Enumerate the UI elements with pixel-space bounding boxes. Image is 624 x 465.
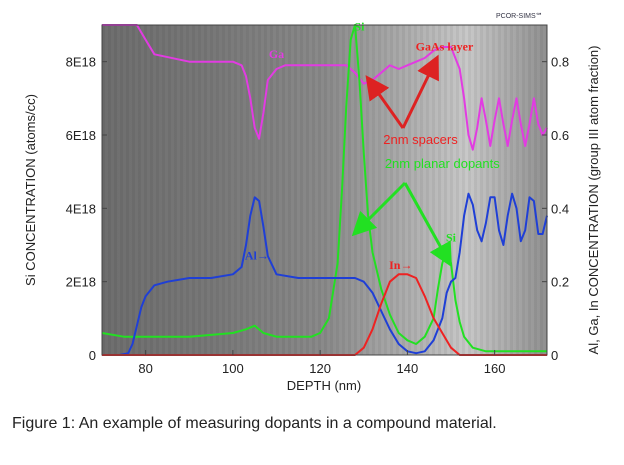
y-right-tick-label-0: 0 — [551, 348, 558, 363]
arrow-dopant-left — [351, 181, 407, 237]
x-tick-label-1: 100 — [222, 361, 244, 376]
y-left-tick-label-2: 4E18 — [66, 201, 96, 216]
y-left-axis-ticks: 0 2E18 4E18 6E18 8E18 — [66, 55, 107, 363]
plot-frame — [101, 24, 548, 356]
annotation-labels: Ga Si Si Al→ In→ GaAs layer 2nm spacers 2nm pla… — [245, 20, 500, 272]
y-right-axis-title: Al, Ga, In CONCENTRATION (group III atom… — [586, 46, 601, 355]
annotation-label-4: In→ — [389, 258, 412, 272]
figure-caption: Figure 1: An example of measuring dopant… — [12, 415, 497, 432]
x-axis-ticks: 80 100 120 140 160 — [138, 350, 505, 376]
y-right-tick-label-2: 0.4 — [551, 201, 569, 216]
y-left-tick-label-0: 0 — [89, 348, 96, 363]
x-tick-label-0: 80 — [138, 361, 152, 376]
y-left-tick-label-1: 2E18 — [66, 275, 96, 290]
x-axis-title: DEPTH (nm) — [287, 378, 361, 393]
annotation-label-0: Ga — [269, 47, 284, 61]
annotation-label-5: GaAs layer — [416, 40, 474, 54]
annotation-label-3: Al→ — [245, 249, 269, 263]
series-in-line — [102, 273, 547, 356]
x-tick-label-4: 160 — [484, 361, 506, 376]
y-right-tick-label-4: 0.8 — [551, 55, 569, 70]
sims-depth-profile-chart: Ga Si Si Al→ In→ GaAs layer 2nm spacers 2nm pla… — [23, 12, 601, 393]
y-right-tick-label-3: 0.6 — [551, 128, 569, 143]
arrow-spacer-right — [401, 54, 439, 129]
annotation-label-6: 2nm spacers — [383, 132, 458, 147]
x-tick-label-2: 120 — [309, 361, 331, 376]
series-al-line — [102, 192, 548, 356]
y-left-tick-label-4: 8E18 — [66, 55, 96, 70]
annotation-arrows — [351, 54, 452, 268]
annotation-label-2: Si — [446, 230, 457, 244]
arrow-dopant-right — [403, 182, 452, 268]
y-left-axis-title: Si CONCENTRATION (atoms/cc) — [23, 94, 38, 286]
arrow-spacer-left — [365, 75, 405, 129]
annotation-label-1: Si — [354, 20, 365, 34]
y-left-tick-label-3: 6E18 — [66, 128, 96, 143]
y-right-axis-ticks: 0 0.2 0.4 0.6 0.8 — [542, 55, 569, 363]
y-right-tick-label-1: 0.2 — [551, 275, 569, 290]
plot-texture — [102, 25, 547, 355]
annotation-label-7: 2nm planar dopants — [385, 156, 500, 171]
x-tick-label-3: 140 — [397, 361, 419, 376]
brand-label: PCOR-SIMS℠ — [496, 12, 543, 20]
